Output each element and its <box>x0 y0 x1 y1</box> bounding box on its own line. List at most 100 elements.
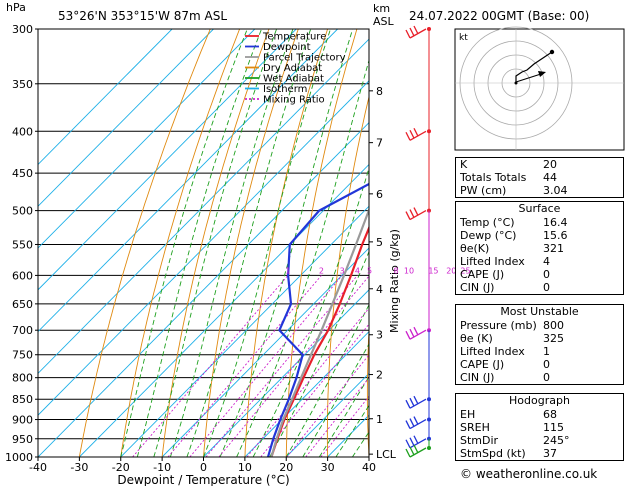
wind-barb-flag <box>405 211 411 220</box>
mixing-ratio-label: 25 <box>460 266 470 275</box>
wet-adiabat-line <box>153 29 278 457</box>
wind-barb-flag <box>413 416 419 425</box>
wind-barb-flag <box>405 399 411 409</box>
pressure-tick-label: 600 <box>12 269 33 282</box>
wind-barb-flag <box>413 25 419 35</box>
wet-adiabat-line <box>219 29 354 457</box>
wind-barb-flag <box>409 446 415 456</box>
legend-label: Wet Adiabat <box>263 74 324 85</box>
mixing-ratio-label: 15 <box>428 266 438 275</box>
isotherm-line <box>161 247 369 457</box>
temperature-tick-label: 20 <box>279 461 293 474</box>
pressure-tick-label: 850 <box>12 393 33 406</box>
surface-row: θe(K) 321 <box>460 242 564 255</box>
wind-barb-flag <box>413 435 419 445</box>
wind-barb-flag <box>405 439 411 449</box>
km-tick-label: 2 <box>376 369 383 382</box>
pressure-tick-label: 550 <box>12 238 33 251</box>
wet-adiabat-line <box>335 404 369 457</box>
wet-adiabat-line <box>169 29 294 457</box>
isotherm-line <box>38 122 369 457</box>
indices-table: K 20 Totals Totals 44 PW (cm) 3.04 <box>455 157 624 198</box>
mixing-ratio-axis-label: Mixing Ratio (g/kg) <box>388 229 401 333</box>
wet-adiabat-line <box>120 29 248 457</box>
dry-adiabat-line <box>366 322 369 457</box>
date-label: 24.07.2022 00GMT (Base: 00) <box>409 9 590 23</box>
legend-label: Parcel Trajectory <box>263 53 346 64</box>
km-tick-label: 7 <box>376 137 383 150</box>
wind-barb-flag <box>409 437 415 447</box>
wind-barb-flag <box>413 444 419 454</box>
pressure-tick-label: 750 <box>12 349 33 362</box>
unstable-row: CAPE (J) 0 <box>460 358 550 371</box>
hodograph-table: Hodograph EH 68 SREH 115 StmDir 245° StmSpd… <box>455 393 624 461</box>
km-tick-label: 5 <box>376 236 383 249</box>
storm-motion-arrowhead <box>538 71 546 77</box>
wet-adiabat-line <box>136 29 262 457</box>
isotherm-line <box>38 29 297 291</box>
isotherm-line <box>38 29 338 333</box>
index-row: K 20 <box>460 158 557 171</box>
unstable-row: Lifted Index 1 <box>460 345 550 358</box>
asl-label: ASL <box>373 15 394 28</box>
wind-barb-flag <box>405 29 411 39</box>
surface-row: CIN (J) 0 <box>460 281 550 294</box>
legend-label: Isotherm <box>263 84 307 95</box>
most-unstable-title: Most Unstable <box>500 305 579 318</box>
wind-barb-flag <box>409 328 415 338</box>
legend-label: Dewpoint <box>263 42 311 53</box>
wind-barb-flag <box>409 397 415 407</box>
wet-adiabat-line <box>186 29 312 457</box>
temperature-tick-label: 0 <box>200 461 207 474</box>
mixing-ratio-line <box>286 354 369 457</box>
hodograph-trace <box>515 51 553 83</box>
mixing-ratio-label: 10 <box>404 266 414 275</box>
pressure-tick-label: 300 <box>12 23 33 36</box>
wind-barb-flag <box>409 209 415 218</box>
temperature-tick-label: 10 <box>238 461 252 474</box>
unstable-row: θe (K) 325 <box>460 332 564 345</box>
legend-label: Temperature <box>262 32 326 43</box>
wet-adiabat-line <box>318 375 369 457</box>
wind-barb-flag <box>405 330 411 340</box>
mixing-ratio-label: 2 <box>319 266 324 275</box>
unstable-row: Pressure (mb) 800 <box>460 319 564 332</box>
temperature-tick-label: -10 <box>153 461 171 474</box>
wet-adiabat-line <box>285 303 369 457</box>
wet-adiabat-line <box>302 343 369 457</box>
pressure-tick-label: 900 <box>12 414 33 427</box>
km-tick-label: 6 <box>376 188 383 201</box>
hodograph-row: SREH 115 <box>460 421 564 434</box>
copyright-label: © weatheronline.co.uk <box>460 467 598 481</box>
wind-barb-flag <box>405 448 411 458</box>
temperature-tick-label: -40 <box>29 461 47 474</box>
unstable-row: CIN (J) 0 <box>460 371 550 384</box>
mixing-ratio-label: 3 <box>340 266 345 275</box>
isotherm-line <box>38 29 214 207</box>
dry-adiabat-line <box>244 29 329 457</box>
hodograph-point <box>549 49 555 55</box>
wind-barbs <box>405 25 431 458</box>
hodograph-origin <box>514 81 518 85</box>
pressure-tick-label: 800 <box>12 372 33 385</box>
plot-frame <box>37 28 370 458</box>
location-label: 53°26'N 353°15'W 87m ASL <box>58 9 228 23</box>
km-tick-label: 4 <box>376 283 383 296</box>
surface-row: CAPE (J) 0 <box>460 268 550 281</box>
pressure-tick-label: 400 <box>12 125 33 138</box>
index-row: Totals Totals 44 <box>460 171 557 184</box>
surface-row: Lifted Index 4 <box>460 255 550 268</box>
pressure-tick-label: 650 <box>12 298 33 311</box>
wind-barb-flag <box>405 131 411 141</box>
mixing-ratio-line <box>167 275 322 457</box>
km-tick-label: 1 <box>376 413 383 426</box>
isotherm-line <box>285 372 369 457</box>
wet-adiabat-line <box>236 58 369 457</box>
pressure-tick-label: 950 <box>12 433 33 446</box>
hodograph-unit-label: kt <box>459 33 468 43</box>
dry-adiabat-line <box>203 29 299 457</box>
dry-adiabat-line <box>78 29 211 457</box>
temperature-tick-label: -20 <box>112 461 130 474</box>
wind-barb-flag <box>409 27 415 37</box>
